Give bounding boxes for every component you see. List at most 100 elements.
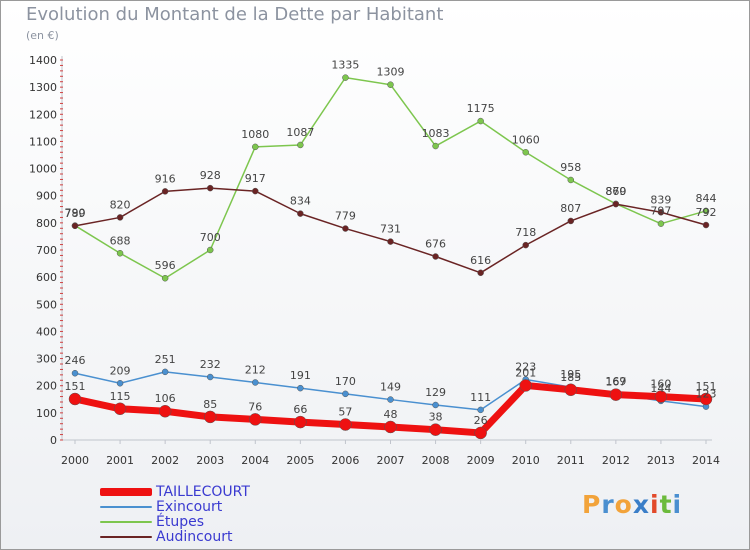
x-tick-label: 2013 <box>647 454 675 467</box>
data-point <box>116 250 124 257</box>
x-tick-label: 2000 <box>61 454 89 467</box>
data-label: 1087 <box>286 126 314 139</box>
x-tick-label: 2003 <box>196 454 224 467</box>
y-tick-label: 1200 <box>29 108 57 121</box>
y-tick-label: 1400 <box>29 54 57 67</box>
data-point <box>294 415 307 429</box>
series-layer <box>68 74 713 440</box>
logo-letter: P <box>582 490 602 519</box>
data-label: 718 <box>515 226 536 239</box>
data-point <box>297 141 304 149</box>
data-label: 76 <box>248 400 262 413</box>
data-point <box>342 390 349 398</box>
data-label: 170 <box>335 375 356 388</box>
data-point <box>657 220 665 227</box>
legend-label: Exincourt <box>156 499 223 515</box>
data-point <box>654 390 668 403</box>
data-label: 700 <box>200 231 221 244</box>
data-point <box>567 176 575 184</box>
data-point <box>297 210 304 217</box>
x-tick-label: 2006 <box>331 454 359 467</box>
data-label: 123 <box>696 388 717 401</box>
data-point <box>68 392 82 406</box>
data-point <box>249 413 262 426</box>
data-point <box>113 402 127 416</box>
data-label: 790 <box>65 207 86 220</box>
data-label: 1335 <box>331 59 359 72</box>
data-label: 688 <box>110 234 131 247</box>
data-label: 844 <box>696 192 717 205</box>
data-label: 958 <box>560 161 581 174</box>
data-label: 916 <box>155 172 176 185</box>
data-label: 1309 <box>377 66 405 79</box>
data-label: 111 <box>470 391 491 404</box>
proxiti-logo: Proxiti <box>582 490 682 519</box>
data-label: 676 <box>425 238 446 251</box>
legend-swatch <box>100 506 152 508</box>
data-label: 596 <box>155 259 176 272</box>
data-point <box>567 217 575 225</box>
data-point <box>609 388 623 401</box>
data-label: 201 <box>515 366 536 379</box>
legend-label: TAILLECOURT <box>156 484 250 500</box>
data-label: 869 <box>605 185 626 198</box>
x-tick-label: 2007 <box>377 454 405 467</box>
data-label: 57 <box>338 406 352 419</box>
data-point <box>429 423 442 436</box>
logo-letter: t <box>659 490 673 519</box>
y-tick-label: 400 <box>36 325 57 338</box>
data-label: 616 <box>470 254 491 267</box>
x-tick-label: 2011 <box>557 454 585 467</box>
data-label: 797 <box>650 205 671 218</box>
y-tick-label: 1300 <box>29 81 57 94</box>
data-label: 169 <box>605 375 626 388</box>
y-axis-ticks: 0 100 200 300 400 500 600 700 800 900 1000 1100 1200… <box>29 54 57 447</box>
legend-item: Audincourt <box>100 529 232 545</box>
y-tick-label: 1000 <box>29 163 57 176</box>
data-label: 246 <box>65 354 86 367</box>
data-label: 48 <box>384 408 398 421</box>
y-tick-label: 700 <box>36 244 57 257</box>
x-tick-label: 2008 <box>422 454 450 467</box>
data-point <box>474 426 487 440</box>
y-tick-label: 100 <box>36 407 57 420</box>
data-label: 149 <box>380 381 401 394</box>
x-tick-label: 2002 <box>151 454 179 467</box>
legend-swatch <box>100 521 152 523</box>
x-tick-label: 2010 <box>512 454 540 467</box>
data-point <box>206 184 214 192</box>
data-point <box>657 209 665 216</box>
data-label: 917 <box>245 172 266 185</box>
x-tick-label: 2004 <box>241 454 269 467</box>
data-label: 251 <box>155 353 176 366</box>
y-tick-label: 500 <box>36 298 57 311</box>
data-label: 792 <box>696 206 717 219</box>
series-taillecourt <box>68 379 713 440</box>
series-étupes <box>71 74 710 282</box>
data-label: 1060 <box>512 133 540 146</box>
data-label: 144 <box>650 382 671 395</box>
data-point <box>161 368 169 376</box>
data-label: 870 <box>605 185 626 198</box>
data-label: 839 <box>650 193 671 206</box>
data-label: 26 <box>474 414 488 427</box>
legend-label: Audincourt <box>156 529 233 545</box>
data-label: 191 <box>290 369 311 382</box>
data-point <box>432 142 439 150</box>
data-point <box>339 418 352 431</box>
data-label: 115 <box>110 390 131 403</box>
data-label: 85 <box>203 398 217 411</box>
data-point <box>161 188 169 195</box>
data-label: 195 <box>560 368 581 381</box>
data-point <box>387 238 394 245</box>
legend-swatch <box>100 536 152 538</box>
data-point <box>297 384 304 392</box>
series-audincourt <box>71 184 710 277</box>
data-label: 820 <box>110 198 131 211</box>
x-tick-label: 2009 <box>467 454 495 467</box>
data-label: 807 <box>560 202 581 215</box>
data-label: 185 <box>560 371 581 384</box>
data-point <box>477 269 484 277</box>
logo-letter: i <box>672 490 683 519</box>
data-point <box>161 274 169 282</box>
